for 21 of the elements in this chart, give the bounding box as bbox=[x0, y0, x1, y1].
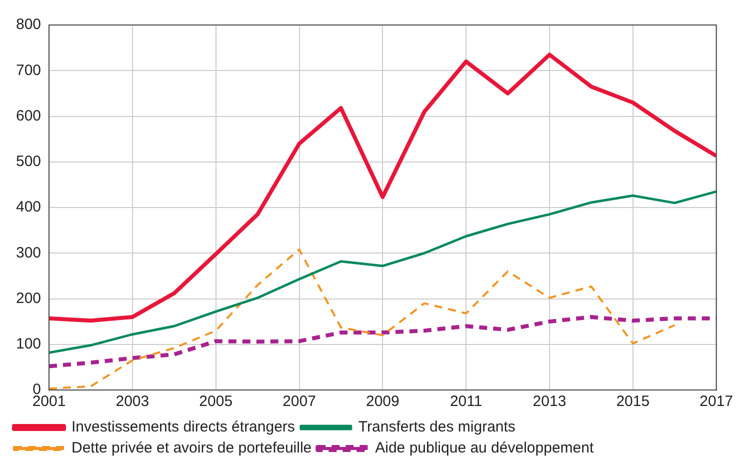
x-tick-label: 2007 bbox=[282, 393, 316, 410]
x-tick-label: 2013 bbox=[532, 393, 566, 410]
x-tick-label: 2017 bbox=[700, 393, 734, 410]
x-tick-label: 2003 bbox=[116, 393, 150, 410]
y-tick-label: 600 bbox=[16, 107, 42, 124]
y-tick-label: 500 bbox=[16, 153, 42, 170]
y-tick-label: 300 bbox=[16, 244, 42, 262]
y-tick-label: 800 bbox=[16, 16, 42, 34]
legend-label: Investissements directs étrangers bbox=[72, 418, 295, 436]
line-series bbox=[49, 248, 676, 390]
legend-label: Aide publique au développement bbox=[375, 440, 594, 457]
legend-label: Dette privée et avoirs de portefeuille bbox=[72, 440, 312, 457]
y-tick-label: 200 bbox=[16, 290, 42, 307]
y-tick-label: 100 bbox=[16, 336, 42, 353]
y-tick-label: 700 bbox=[16, 62, 42, 79]
legend-label: Transferts des migrants bbox=[358, 418, 516, 436]
x-tick-label: 2009 bbox=[366, 393, 400, 410]
x-tick-label: 2011 bbox=[450, 393, 482, 410]
y-tick-label: 400 bbox=[16, 198, 42, 216]
x-tick-label: 2015 bbox=[616, 393, 650, 410]
x-tick-label: 2005 bbox=[199, 393, 233, 410]
